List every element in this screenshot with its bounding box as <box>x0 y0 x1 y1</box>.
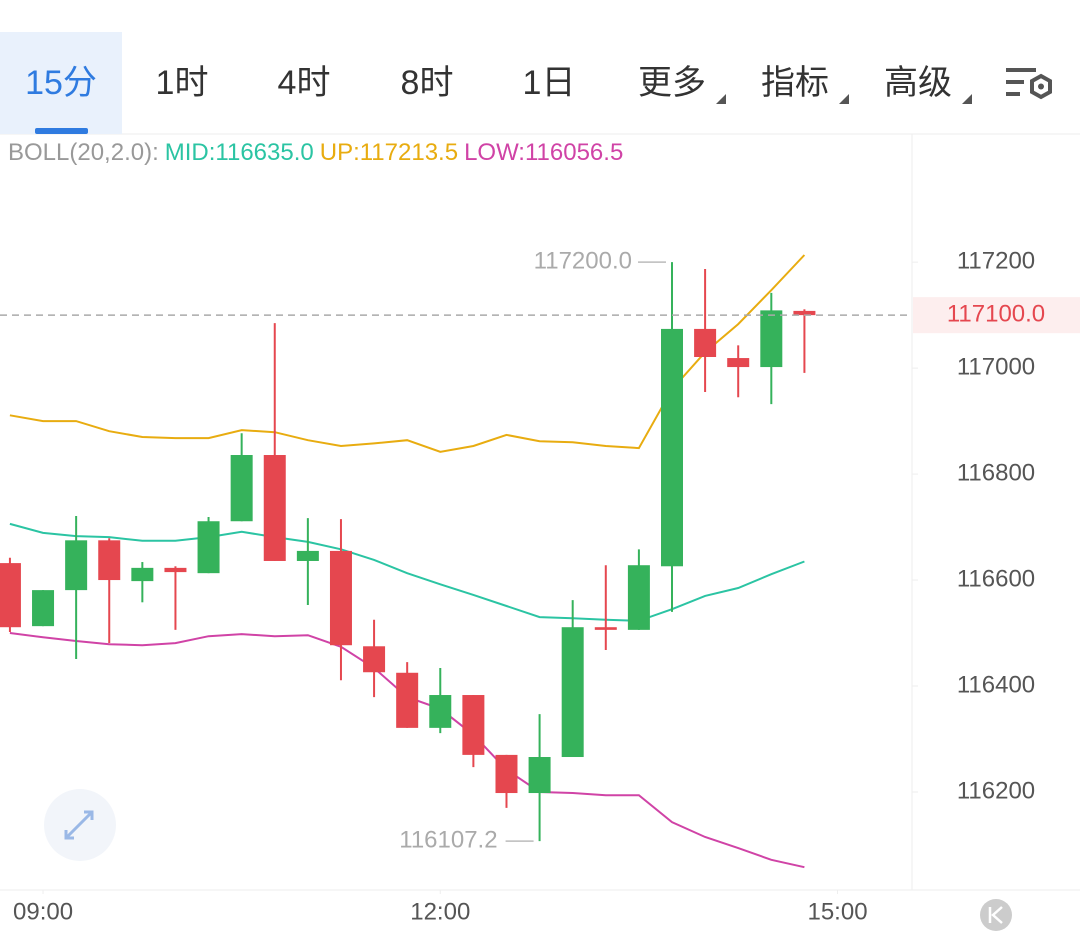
y-tick-label: 116600 <box>957 565 1035 592</box>
y-tick-label: 116400 <box>957 671 1035 698</box>
candle-body <box>263 455 286 561</box>
y-tick-label: 116200 <box>957 777 1035 804</box>
dropdown-caret <box>839 94 849 104</box>
legend-entry: MID:116635.0 <box>165 139 314 166</box>
candle-body <box>164 567 187 573</box>
tab[interactable]: 更多 <box>638 64 706 102</box>
tab[interactable]: 高级 <box>884 64 952 102</box>
scroll-end-button[interactable] <box>980 899 1012 931</box>
legend-entry: UP:117213.5 <box>320 139 458 166</box>
icon-hex <box>1030 73 1052 100</box>
legend: BOLL(20,2.0): MID:116635.0 UP:117213.5 LOW:… <box>8 139 623 166</box>
y-tick-label: 117200 <box>957 248 1035 275</box>
x-tick-label: 12:00 <box>410 898 470 925</box>
tab[interactable]: 8时 <box>401 64 454 102</box>
scroll-end-bg <box>980 899 1012 931</box>
dropdown-caret <box>716 94 726 104</box>
y-tick-label: 117000 <box>957 353 1035 380</box>
icon-bar <box>1006 80 1024 84</box>
candle-body <box>495 754 518 794</box>
expand-button[interactable] <box>44 789 116 861</box>
candle-body <box>528 757 551 794</box>
candle-body <box>32 590 55 627</box>
candle-body <box>760 310 783 368</box>
x-tick-label: 15:00 <box>807 898 867 925</box>
candle-body <box>561 627 584 758</box>
candle-body <box>661 328 683 567</box>
expand-glyph <box>64 810 94 840</box>
dropdown-caret <box>962 94 972 104</box>
candle-body <box>98 540 121 581</box>
candle-body <box>694 328 717 357</box>
candle-body <box>727 358 750 368</box>
x-tick-label: 09:00 <box>13 898 73 925</box>
scroll-end-glyph <box>988 906 1003 924</box>
legend-entry: LOW:116056.5 <box>464 139 623 166</box>
candle-body <box>197 521 220 574</box>
last-price-label: 117100.0 <box>947 300 1045 327</box>
tab[interactable]: 4时 <box>278 64 331 102</box>
candle-body <box>296 550 319 561</box>
candle-body <box>429 695 452 728</box>
candle-body <box>230 455 253 522</box>
candle-body <box>396 672 419 728</box>
icon-dot <box>1038 83 1044 90</box>
last-price-box <box>913 297 1080 334</box>
settings-icon[interactable] <box>1006 68 1052 100</box>
candle-body <box>65 540 88 591</box>
candle-body <box>627 565 650 630</box>
candle-body <box>594 627 617 630</box>
candle-body <box>131 567 154 582</box>
active-tab-bg <box>0 32 122 134</box>
candle-body <box>462 695 485 755</box>
tab[interactable]: 1日 <box>523 64 576 102</box>
high-marker-label: 117200.0 <box>534 248 632 275</box>
icon-bar <box>1006 92 1020 96</box>
tab[interactable]: 指标 <box>761 64 829 102</box>
candle-body <box>363 646 386 673</box>
low-marker-label: 116107.2 <box>399 826 497 853</box>
candle-body <box>793 310 816 316</box>
indicator-label: BOLL(20,2.0): <box>8 139 159 166</box>
tab[interactable]: 1时 <box>156 64 209 102</box>
icon-bar <box>1006 68 1036 72</box>
candle-body <box>0 563 21 628</box>
tab[interactable]: 15分 <box>25 64 97 102</box>
y-tick-label: 116800 <box>957 459 1035 486</box>
active-tab-indicator <box>35 128 88 134</box>
candle-body <box>329 550 352 646</box>
